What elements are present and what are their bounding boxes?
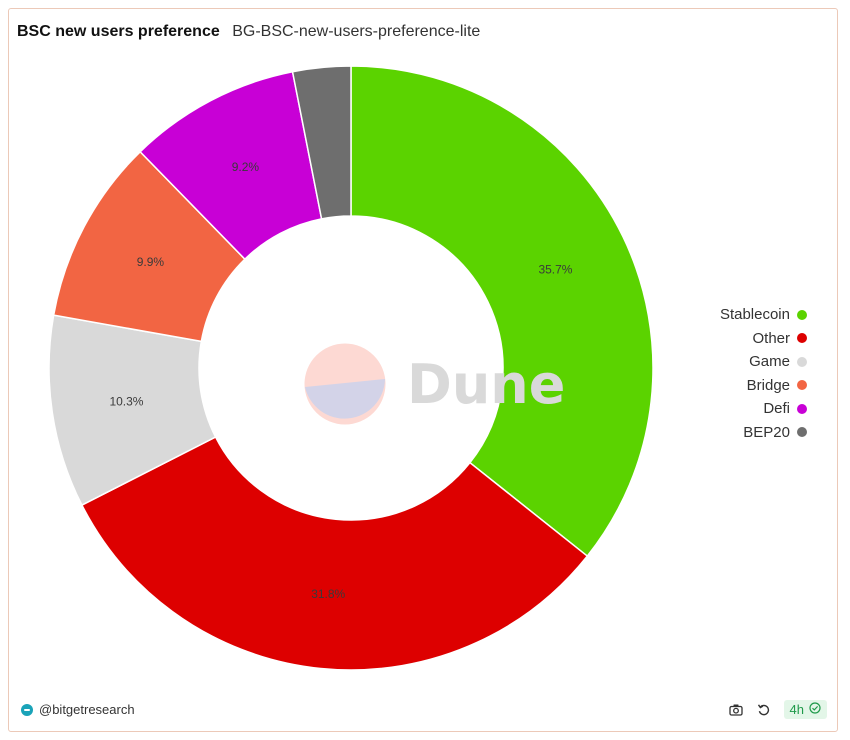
data-label-stablecoin: 35.7% <box>538 262 572 276</box>
legend-color-dot <box>797 309 807 320</box>
legend-color-dot <box>797 427 807 438</box>
author-name: @bitgetresearch <box>39 702 135 717</box>
data-label-bridge: 9.9% <box>137 255 165 269</box>
refresh-status-badge[interactable]: 4h <box>783 700 827 719</box>
refresh-interval: 4h <box>789 702 804 717</box>
slice-stablecoin[interactable] <box>350 65 654 558</box>
donut-chart: Dune 35.7% 31.8% 10.3% 9.9% 9.2% <box>48 65 654 671</box>
legend-color-dot <box>797 403 807 414</box>
legend-item-stablecoin[interactable]: Stablecoin <box>720 303 807 327</box>
chart-header: BSC new users preference BG-BSC-new-user… <box>17 23 480 41</box>
refresh-icon[interactable] <box>756 702 772 718</box>
legend-item-other[interactable]: Other <box>720 327 807 351</box>
camera-icon[interactable] <box>728 702 744 718</box>
watermark-text: Dune <box>407 353 565 416</box>
legend-label: Other <box>752 329 790 347</box>
data-label-game: 10.3% <box>109 394 143 408</box>
legend-item-game[interactable]: Game <box>720 350 807 374</box>
slices-group <box>48 65 654 671</box>
chart-card: BSC new users preference BG-BSC-new-user… <box>8 8 838 732</box>
slice-bep20[interactable] <box>291 65 352 220</box>
legend-label: Game <box>749 353 790 371</box>
labels-group: 35.7% 31.8% 10.3% 9.9% 9.2% <box>109 160 572 601</box>
slice-other[interactable] <box>80 435 589 671</box>
legend-item-defi[interactable]: Defi <box>720 397 807 421</box>
legend-label: Defi <box>763 400 790 418</box>
legend-color-dot <box>797 380 807 391</box>
chart-title: BSC new users preference <box>17 23 220 40</box>
data-label-defi: 9.2% <box>232 160 260 174</box>
query-name[interactable]: BG-BSC-new-users-preference-lite <box>232 23 481 40</box>
check-circle-icon <box>809 702 821 717</box>
data-label-other: 31.8% <box>311 587 345 601</box>
legend-item-bridge[interactable]: Bridge <box>720 374 807 398</box>
dune-watermark: Dune <box>304 343 565 425</box>
watermark-logo-bottom <box>305 379 385 419</box>
legend-color-dot <box>797 333 807 344</box>
legend-label: Bridge <box>746 376 790 394</box>
legend-label: Stablecoin <box>719 306 790 324</box>
legend-color-dot <box>797 356 807 367</box>
author-avatar <box>21 703 33 716</box>
legend-item-bep20[interactable]: BEP20 <box>720 421 807 445</box>
author-link[interactable]: @bitgetresearch <box>21 702 135 717</box>
legend: Stablecoin Other Game Bridge Defi BEP20 <box>720 303 807 444</box>
footer-actions: 4h <box>728 700 827 719</box>
legend-label: BEP20 <box>743 423 790 441</box>
